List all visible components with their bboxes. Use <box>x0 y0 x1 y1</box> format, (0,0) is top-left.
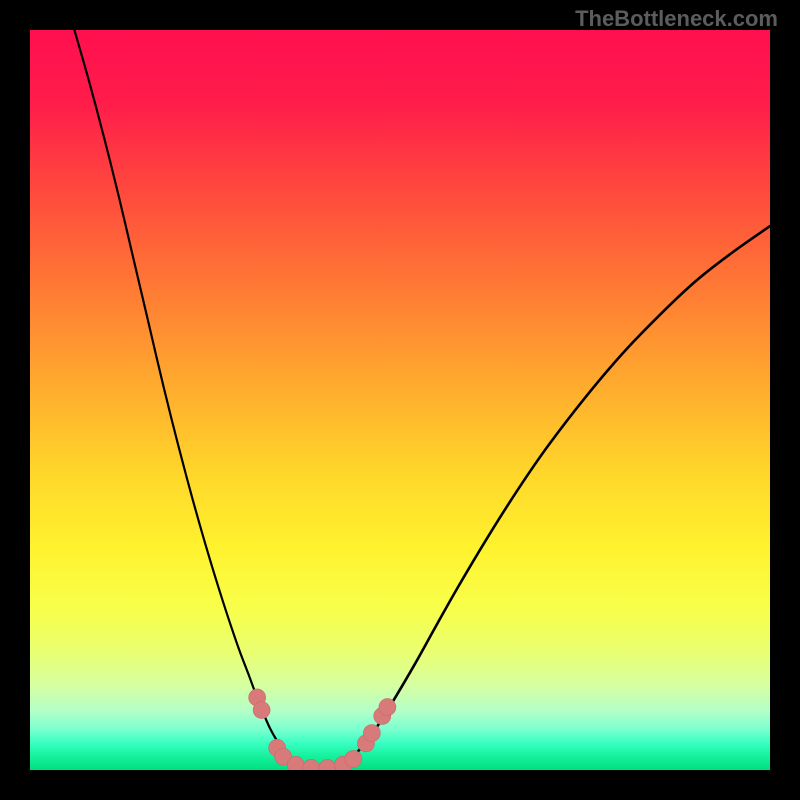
left-curve <box>74 30 311 769</box>
curve-layer <box>30 30 770 770</box>
marker-dot <box>253 702 270 719</box>
marker-dot <box>287 756 304 770</box>
marker-dot <box>345 750 362 767</box>
marker-dot <box>319 759 336 770</box>
marker-dot <box>363 725 380 742</box>
marker-dot <box>379 699 396 716</box>
right-curve <box>326 226 770 769</box>
marker-dot <box>303 759 320 770</box>
watermark-text: TheBottleneck.com <box>575 6 778 32</box>
chart-stage: TheBottleneck.com <box>0 0 800 800</box>
